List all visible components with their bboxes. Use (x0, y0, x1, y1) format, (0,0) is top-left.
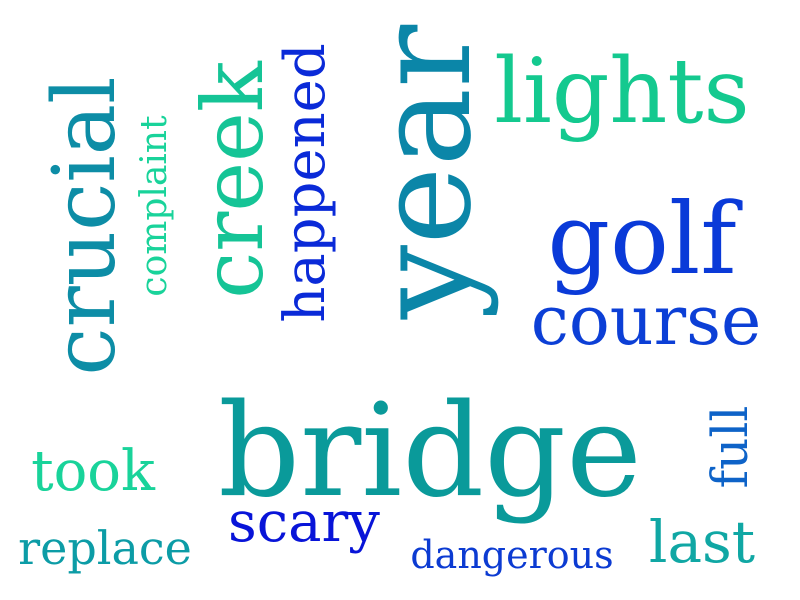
word-full: full (701, 405, 759, 489)
word-crucial: crucial (35, 76, 135, 376)
word-year: year (347, 24, 501, 320)
word-replace: replace (18, 521, 192, 575)
word-creek: creek (184, 61, 282, 299)
word-complaint: complaint (134, 115, 175, 297)
word-took: took (31, 439, 155, 504)
word-scary: scary (228, 490, 380, 555)
word-happened: happened (273, 43, 338, 323)
word-course: course (530, 282, 762, 361)
word-bridge: bridge (218, 377, 642, 526)
word-lights: lights (494, 39, 750, 144)
word-last: last (648, 508, 756, 576)
word-dangerous: dangerous (410, 533, 614, 577)
word-golf: golf (547, 183, 737, 297)
